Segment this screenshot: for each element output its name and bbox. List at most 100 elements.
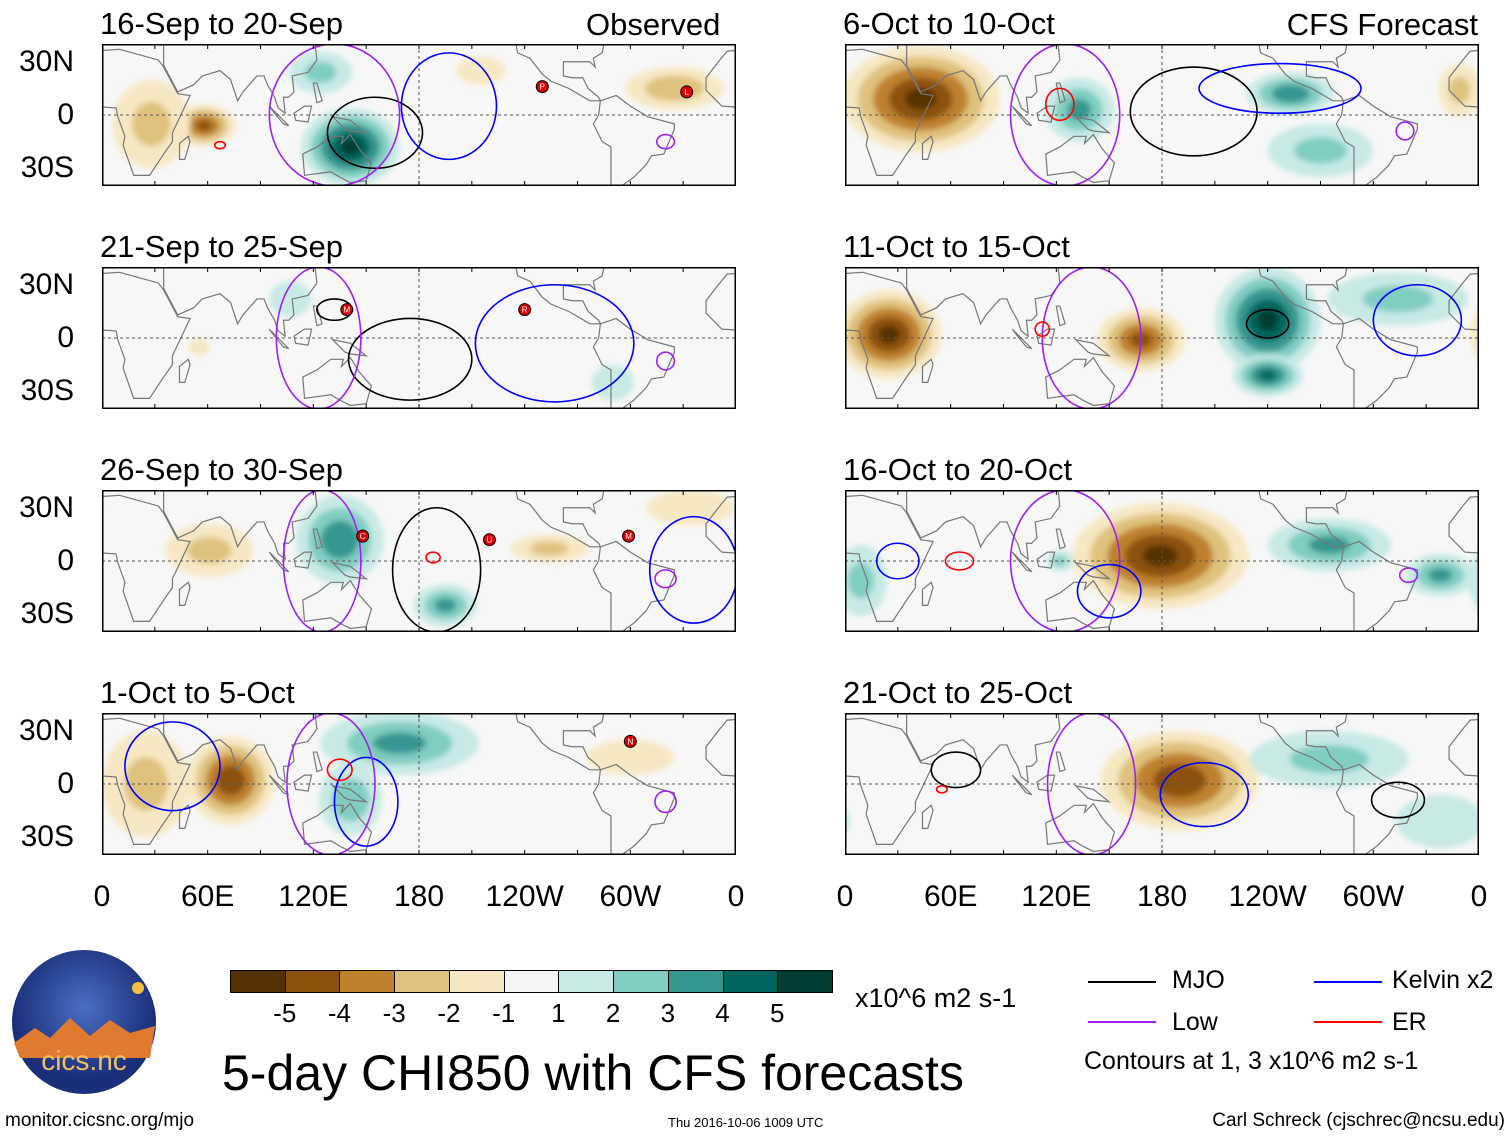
lon-label: 60W <box>1342 880 1405 913</box>
svg-text:L: L <box>684 88 689 97</box>
lon-label: 0 <box>836 880 854 913</box>
coastline <box>163 490 318 561</box>
low-legend-line <box>1088 1021 1156 1023</box>
colorbar-label: -2 <box>437 998 461 1028</box>
lat-label: 30S <box>20 820 74 854</box>
coastline <box>1073 338 1112 357</box>
coastline <box>312 305 323 327</box>
coastline <box>178 358 191 383</box>
coastline <box>1335 763 1418 855</box>
kelvin-contour <box>400 52 498 161</box>
coastline <box>330 115 369 134</box>
svg-text:P: P <box>540 83 545 92</box>
coastline <box>302 133 373 184</box>
svg-text:M: M <box>343 306 350 315</box>
figure-title: 5-day CHI850 with CFS forecasts <box>222 1045 964 1101</box>
kelvin-legend-label: Kelvin x2 <box>1392 966 1494 994</box>
anomaly-region <box>1396 794 1479 848</box>
kelvin-contour <box>875 542 920 580</box>
lat-label: 0 <box>57 544 74 577</box>
lon-label: 60E <box>923 880 978 913</box>
er-legend-label: ER <box>1392 1008 1427 1036</box>
anomaly-region <box>434 598 456 613</box>
coastline <box>592 317 675 409</box>
coastline <box>330 784 369 803</box>
coastline <box>515 44 605 102</box>
coastline <box>1055 305 1066 327</box>
panel-title: 16-Sep to 20-Sep <box>100 6 344 41</box>
coastline <box>1055 82 1066 104</box>
mjo-contour <box>391 506 482 632</box>
footer-url[interactable]: monitor.cicsnc.org/mjo <box>5 1110 195 1131</box>
anomaly-region <box>187 537 232 564</box>
low-contour <box>654 569 677 589</box>
colorbar-swatch <box>613 970 669 993</box>
anomaly-region <box>1153 763 1207 798</box>
lon-label: 60E <box>180 880 235 913</box>
panel-title: 6-Oct to 10-Oct <box>843 6 1055 41</box>
anomaly-region <box>1257 309 1279 331</box>
mjo-contour <box>1129 66 1258 157</box>
coastline <box>268 774 290 796</box>
colorbar-swatch <box>394 970 450 993</box>
svg-text:M: M <box>625 532 632 541</box>
colorbar-label: 3 <box>660 998 676 1028</box>
coastline <box>705 718 736 777</box>
colorbar-swatch <box>230 970 286 993</box>
colorbar-swatch <box>284 970 341 993</box>
kelvin-contour <box>474 283 635 403</box>
panel-title: 21-Sep to 25-Sep <box>100 229 344 264</box>
anomaly-region <box>215 765 246 796</box>
coastline <box>845 494 934 622</box>
storm-marker: L <box>680 85 694 99</box>
storm-marker: R <box>518 303 532 317</box>
anomaly-region <box>586 739 675 776</box>
coastline <box>293 105 313 123</box>
colorbar-swatch <box>448 970 505 993</box>
coastline <box>163 713 318 784</box>
anomaly-region <box>373 732 427 754</box>
coastline <box>312 751 323 773</box>
anomaly-region <box>188 338 210 356</box>
anomaly-region <box>320 520 359 559</box>
colorbar-swatch <box>503 970 560 993</box>
coastline <box>1036 551 1056 569</box>
anomaly-region <box>644 75 704 102</box>
kelvin-contour <box>1198 62 1362 115</box>
lat-label: 30N <box>18 713 74 747</box>
lon-label: 180 <box>393 880 445 913</box>
colorbar-label: 4 <box>715 998 730 1028</box>
coastline <box>102 494 191 622</box>
coastline <box>845 717 934 845</box>
anomaly-region <box>1052 555 1067 567</box>
coastline <box>705 49 736 108</box>
coastline <box>330 338 369 357</box>
lon-label: 120E <box>278 880 349 913</box>
storm-marker: M <box>622 529 636 543</box>
mjo-legend-line <box>1088 981 1156 983</box>
coastline <box>163 44 318 115</box>
coastline <box>592 540 675 632</box>
coastline <box>1045 802 1116 853</box>
coastline <box>921 581 934 606</box>
coastline <box>163 267 318 338</box>
coastline <box>302 579 373 630</box>
forecast-header: CFS Forecast <box>1286 7 1478 42</box>
coastline <box>293 328 313 346</box>
coastline <box>1011 105 1033 127</box>
coastline <box>293 774 313 792</box>
colorbar-label: -4 <box>327 998 352 1028</box>
coastline <box>1036 328 1056 346</box>
anomaly-region <box>1468 552 1479 609</box>
colorbar-label: -5 <box>273 998 297 1028</box>
kelvin-contour <box>124 721 221 812</box>
panel-title: 26-Sep to 30-Sep <box>100 452 344 487</box>
lat-label: 30S <box>20 597 74 631</box>
lat-label: 30S <box>20 374 74 408</box>
er-contour <box>935 784 948 794</box>
kelvin-contour <box>333 756 399 847</box>
low-contour <box>1046 713 1137 855</box>
anomaly-region <box>847 562 875 599</box>
colorbar-swatch <box>777 970 833 993</box>
